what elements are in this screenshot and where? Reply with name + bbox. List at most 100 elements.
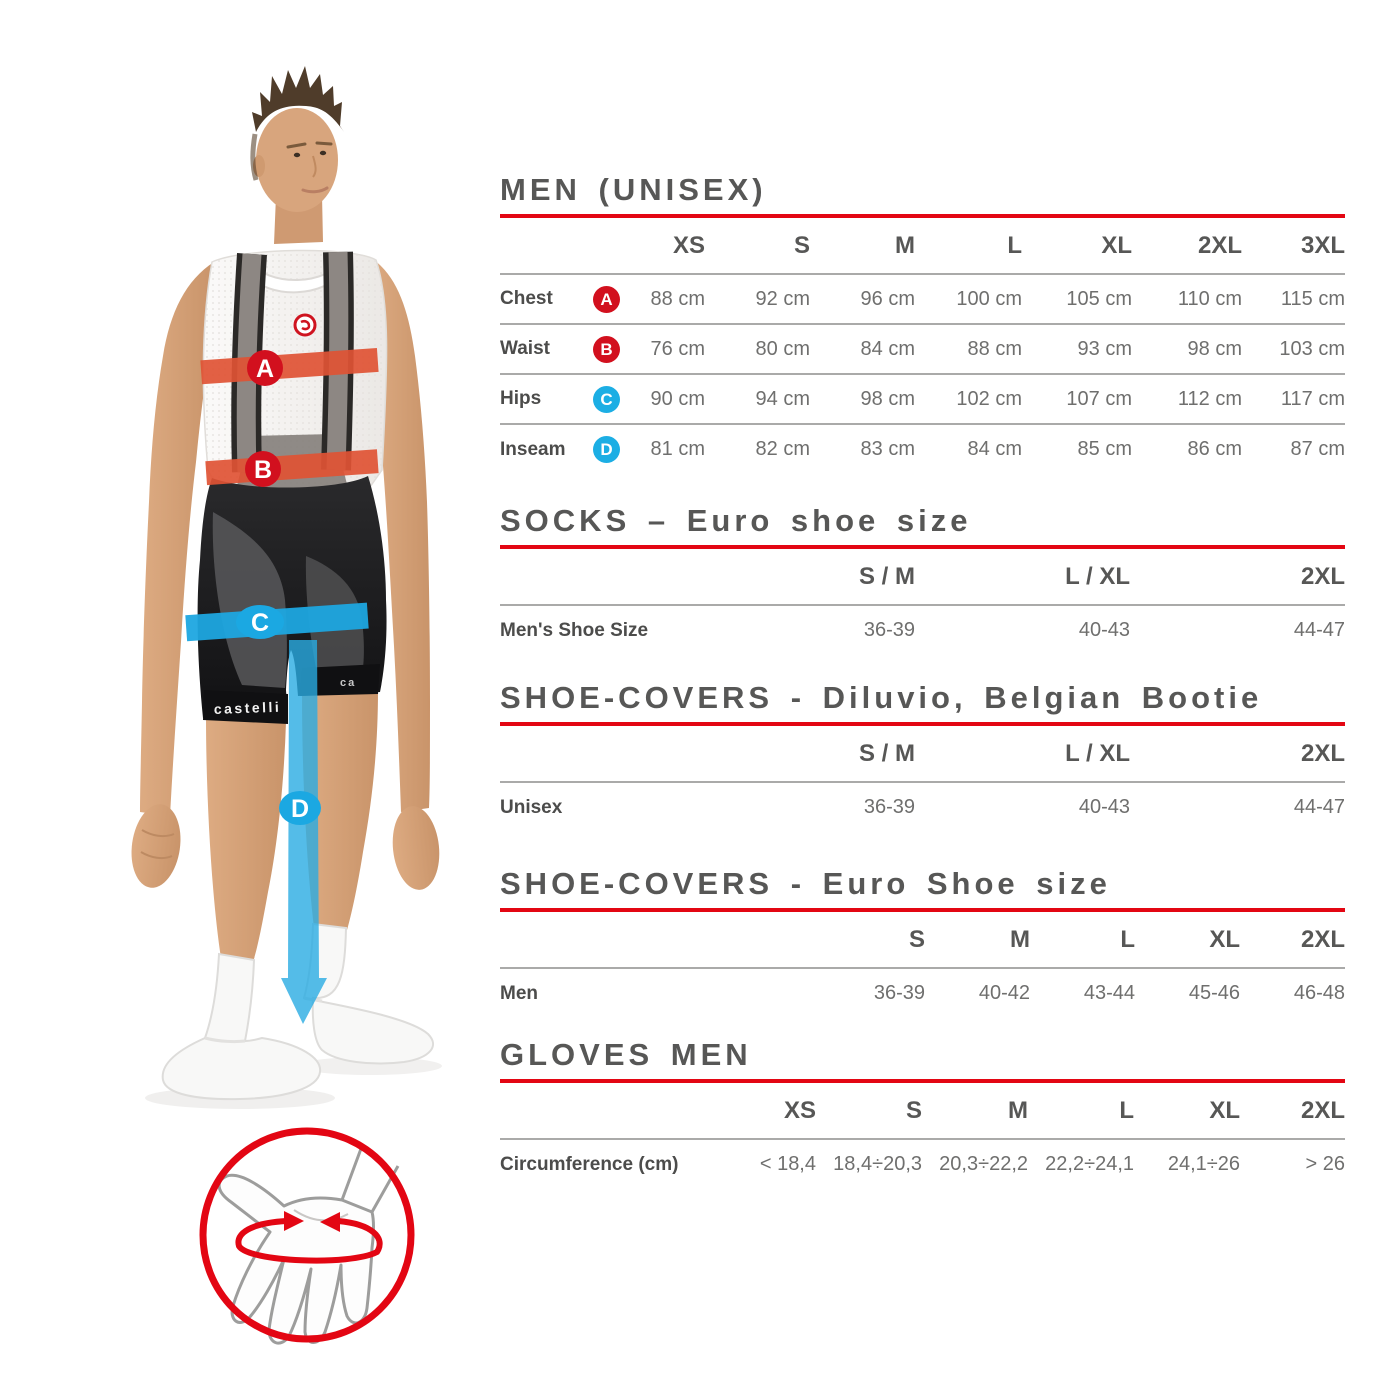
size-value: 85 cm bbox=[1022, 423, 1132, 474]
header-row: S M L XL 2XL bbox=[500, 912, 1345, 968]
mouth bbox=[301, 186, 329, 194]
size-value: 44-47 bbox=[1130, 781, 1345, 832]
column-header: 3XL bbox=[1300, 231, 1345, 259]
table-row-unisex: Unisex 36-39 40-43 44-47 bbox=[500, 781, 1345, 832]
header-row: S / M L / XL 2XL bbox=[500, 726, 1345, 782]
column-header: S bbox=[793, 231, 810, 259]
right-leg-gripper bbox=[300, 664, 380, 696]
section-men-unisex: MEN (UNISEX) XS S M L XL 2XL 3XL Chest A… bbox=[500, 174, 1345, 474]
eye bbox=[319, 150, 327, 156]
size-value: 112 cm bbox=[1132, 373, 1242, 424]
section-shoecovers-euro: SHOE-COVERS - Euro Shoe size S M L XL 2X… bbox=[500, 868, 1345, 1018]
header-row: XS S M L XL 2XL bbox=[500, 1083, 1345, 1139]
table-row-chest: Chest A 88 cm 92 cm 96 cm 100 cm 105 cm … bbox=[500, 273, 1345, 324]
size-value: 36-39 bbox=[820, 967, 925, 1018]
face bbox=[256, 108, 338, 212]
shorts-panel-left bbox=[212, 512, 287, 688]
right-hand bbox=[392, 806, 440, 890]
badge-cell: D bbox=[583, 423, 630, 474]
size-value: 36-39 bbox=[700, 781, 915, 832]
left-arm bbox=[140, 262, 214, 816]
row-label: Waist bbox=[500, 323, 583, 374]
size-value: 87 cm bbox=[1242, 423, 1345, 474]
castelli-scorpion-logo-mark bbox=[300, 319, 311, 331]
column-header: S / M bbox=[858, 739, 915, 767]
column-header: L / XL bbox=[1065, 562, 1130, 590]
badge-d: D bbox=[593, 436, 620, 463]
table-row-circumference: Circumference (cm) < 18,4 18,4÷20,3 20,3… bbox=[500, 1138, 1345, 1189]
gloves-size-table: XS S M L XL 2XL Circumference (cm) < 18,… bbox=[500, 1083, 1345, 1189]
size-value: 20,3÷22,2 bbox=[922, 1138, 1028, 1189]
right-leg bbox=[302, 690, 378, 930]
size-value: 81 cm bbox=[630, 423, 705, 474]
size-value: 107 cm bbox=[1022, 373, 1132, 424]
size-value: 36-39 bbox=[700, 604, 915, 655]
red-divider bbox=[500, 908, 1345, 912]
empty-header bbox=[500, 549, 700, 605]
column-header: M bbox=[1008, 1096, 1028, 1124]
eyebrows bbox=[286, 141, 333, 149]
size-value: 80 cm bbox=[705, 323, 810, 374]
size-value: 86 cm bbox=[1132, 423, 1242, 474]
column-header: L / XL bbox=[1065, 739, 1130, 767]
size-value: 92 cm bbox=[705, 273, 810, 324]
socks-size-table: S / M L / XL 2XL Men's Shoe Size 36-39 4… bbox=[500, 549, 1345, 655]
header-row: XS S M L XL 2XL 3XL bbox=[500, 218, 1345, 274]
right-sock bbox=[302, 922, 434, 1065]
empty-header bbox=[500, 1083, 710, 1139]
size-value: 88 cm bbox=[915, 323, 1022, 374]
size-value: 44-47 bbox=[1130, 604, 1345, 655]
arrow-right-head bbox=[284, 1211, 304, 1231]
table-row-waist: Waist B 76 cm 80 cm 84 cm 88 cm 93 cm 98… bbox=[500, 323, 1345, 374]
size-value: < 18,4 bbox=[710, 1138, 816, 1189]
red-divider bbox=[500, 1079, 1345, 1083]
circumference-arrow-arc bbox=[235, 1218, 383, 1264]
column-header: S bbox=[905, 1096, 922, 1124]
table-row-hips: Hips C 90 cm 94 cm 98 cm 102 cm 107 cm 1… bbox=[500, 373, 1345, 424]
size-value: 94 cm bbox=[705, 373, 810, 424]
empty-header bbox=[500, 726, 700, 782]
column-header: M bbox=[895, 231, 915, 259]
size-value: 40-43 bbox=[915, 781, 1130, 832]
size-value: 24,1÷26 bbox=[1134, 1138, 1240, 1189]
size-value: 98 cm bbox=[810, 373, 915, 424]
column-header: 2XL bbox=[1300, 1096, 1345, 1124]
red-divider bbox=[500, 545, 1345, 549]
size-value: 115 cm bbox=[1242, 273, 1345, 324]
section-title: GLOVES MEN bbox=[500, 1037, 752, 1072]
size-value: 98 cm bbox=[1132, 323, 1242, 374]
badge-cell: A bbox=[583, 273, 630, 324]
section-title: SOCKS – Euro shoe size bbox=[500, 503, 972, 538]
size-value: 88 cm bbox=[630, 273, 705, 324]
chest-band bbox=[200, 347, 379, 385]
badge-cell: B bbox=[583, 323, 630, 374]
section-socks: SOCKS – Euro shoe size S / M L / XL 2XL … bbox=[500, 505, 1345, 655]
section-gloves-men: GLOVES MEN XS S M L XL 2XL Circumference… bbox=[500, 1039, 1345, 1189]
figure-badge-b-letter: B bbox=[254, 456, 272, 484]
badge-cell: C bbox=[583, 373, 630, 424]
section-title: SHOE-COVERS - Euro Shoe size bbox=[500, 866, 1111, 901]
arrow-left-head bbox=[320, 1212, 340, 1232]
row-label: Men bbox=[500, 967, 820, 1018]
column-header: XL bbox=[1209, 925, 1240, 953]
size-value: 105 cm bbox=[1022, 273, 1132, 324]
row-label: Inseam bbox=[500, 423, 583, 474]
hand-measure-icon bbox=[199, 1127, 415, 1345]
size-value: 76 cm bbox=[630, 323, 705, 374]
size-value: 18,4÷20,3 bbox=[816, 1138, 922, 1189]
size-value: 22,2÷24,1 bbox=[1028, 1138, 1134, 1189]
table-row-inseam: Inseam D 81 cm 82 cm 83 cm 84 cm 85 cm 8… bbox=[500, 423, 1345, 474]
size-value: 84 cm bbox=[810, 323, 915, 374]
size-value: 82 cm bbox=[705, 423, 810, 474]
size-value: 40-42 bbox=[925, 967, 1030, 1018]
men-size-table: XS S M L XL 2XL 3XL Chest A 88 cm 92 cm … bbox=[500, 218, 1345, 474]
size-value: 93 cm bbox=[1022, 323, 1132, 374]
column-header: 2XL bbox=[1300, 562, 1345, 590]
model-illustration: castelli ca A B C D bbox=[131, 66, 442, 1109]
column-header: L bbox=[1120, 925, 1135, 953]
column-header: XL bbox=[1101, 231, 1132, 259]
hand-measure-illustration bbox=[180, 1110, 430, 1360]
column-header: XS bbox=[672, 231, 705, 259]
eye bbox=[293, 152, 301, 158]
shoecovers-diluvio-table: S / M L / XL 2XL Unisex 36-39 40-43 44-4… bbox=[500, 726, 1345, 832]
